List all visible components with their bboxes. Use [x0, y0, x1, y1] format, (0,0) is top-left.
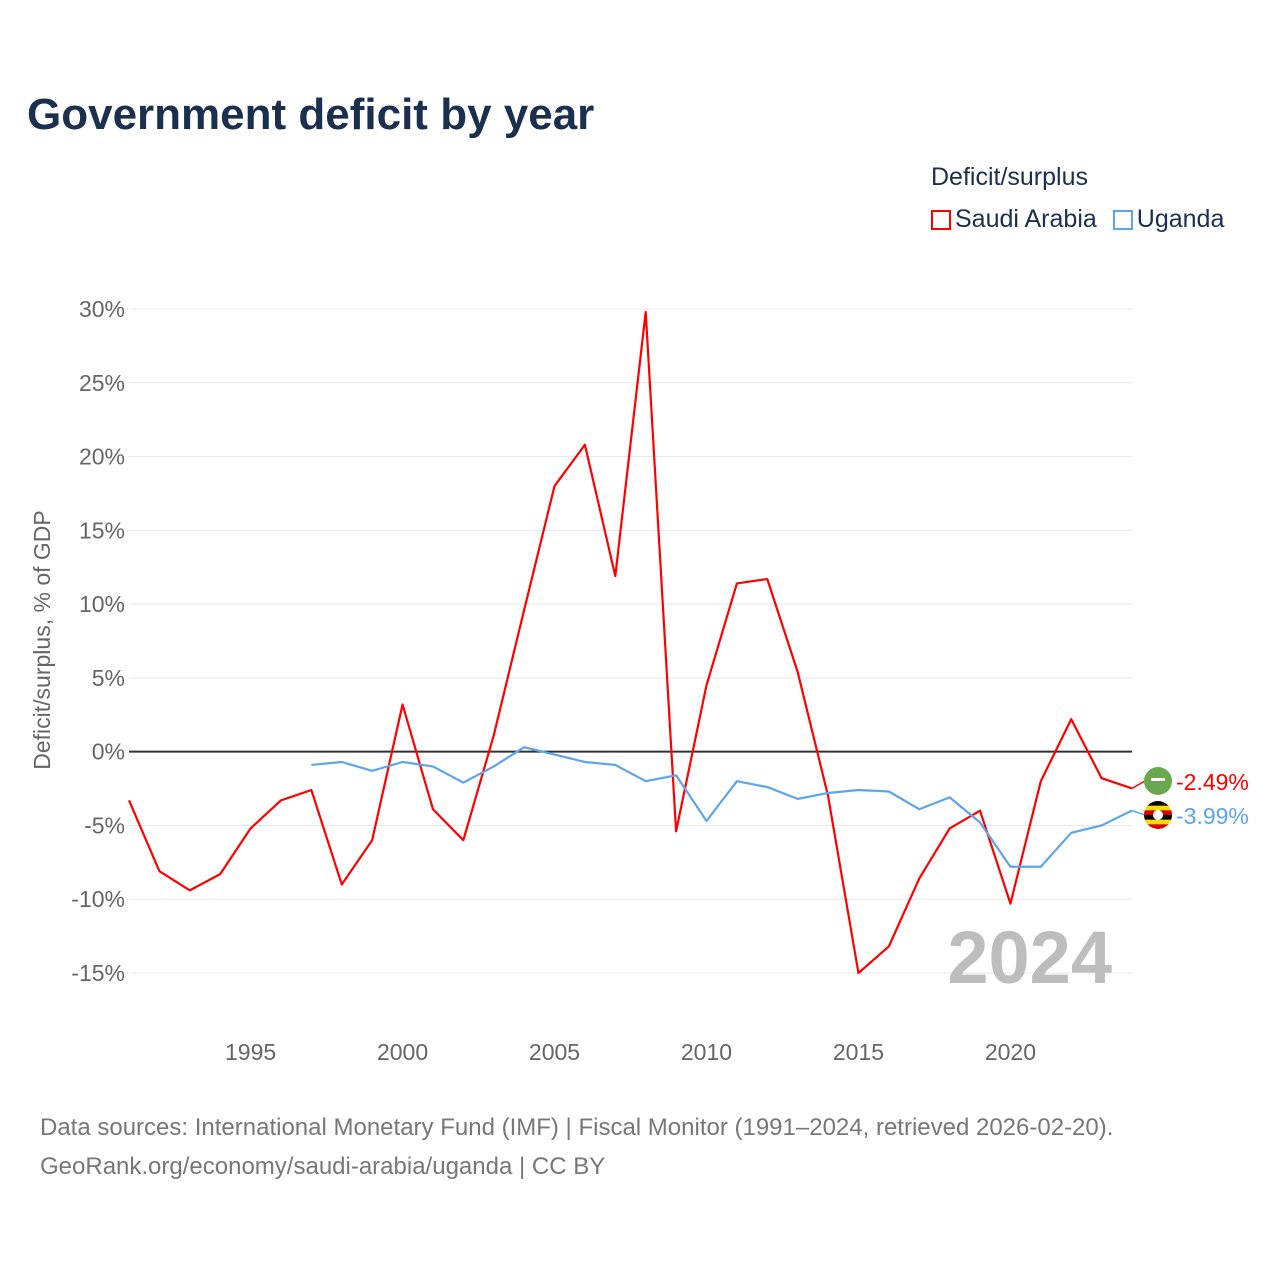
flag-stripe	[1144, 805, 1172, 811]
series-line-uganda	[311, 746, 1133, 868]
y-tick-label: 5%	[92, 665, 125, 691]
x-tick-label: 2005	[529, 1039, 580, 1065]
y-tick-label: 10%	[79, 591, 125, 617]
legend: Saudi Arabia Uganda	[931, 205, 1232, 234]
footer: Data sources: International Monetary Fun…	[40, 1108, 1113, 1186]
legend-swatch-uganda	[1112, 209, 1133, 230]
flag-stripe	[1144, 801, 1172, 807]
legend-swatch-saudi-arabia	[931, 209, 951, 230]
x-tick-label: 1995	[225, 1039, 276, 1065]
x-tick-label: 2020	[985, 1039, 1036, 1065]
y-tick-label: -10%	[71, 886, 125, 912]
flag-detail	[1151, 778, 1165, 781]
y-tick-label: 20%	[79, 444, 125, 470]
y-tick-label: 25%	[79, 370, 125, 396]
legend-item-saudi-arabia[interactable]: Saudi Arabia	[931, 205, 1097, 234]
end-value-label: -2.49%	[1176, 769, 1249, 795]
end-value-label: -3.99%	[1176, 803, 1249, 829]
y-tick-label: -15%	[71, 960, 125, 986]
legend-item-uganda[interactable]: Uganda	[1112, 205, 1225, 234]
chart-title: Government deficit by year	[27, 90, 595, 139]
y-axis-label: Deficit/surplus, % of GDP	[29, 510, 55, 769]
flag-emblem	[1153, 810, 1163, 820]
legend-label: Saudi Arabia	[955, 205, 1097, 233]
legend-title: Deficit/surplus	[931, 163, 1088, 191]
source-text: Data sources: International Monetary Fun…	[40, 1114, 1114, 1141]
x-tick-label: 2010	[681, 1039, 732, 1065]
attribution-text: GeoRank.org/economy/saudi-arabia/uganda …	[40, 1153, 606, 1180]
y-tick-label: -5%	[84, 812, 125, 838]
legend-label: Uganda	[1136, 205, 1225, 233]
year-watermark: 2024	[947, 916, 1112, 999]
x-tick-label: 2000	[377, 1039, 428, 1065]
y-tick-label: 0%	[92, 739, 125, 765]
flag-stripe	[1144, 819, 1172, 825]
y-tick-label: 30%	[79, 296, 125, 322]
y-tick-label: 15%	[79, 517, 125, 543]
series-line-saudi-arabia	[127, 310, 1133, 975]
x-tick-label: 2015	[833, 1039, 884, 1065]
end-label-connector	[1131, 809, 1146, 816]
end-label-connector	[1131, 780, 1146, 790]
flag-stripe	[1144, 824, 1172, 829]
